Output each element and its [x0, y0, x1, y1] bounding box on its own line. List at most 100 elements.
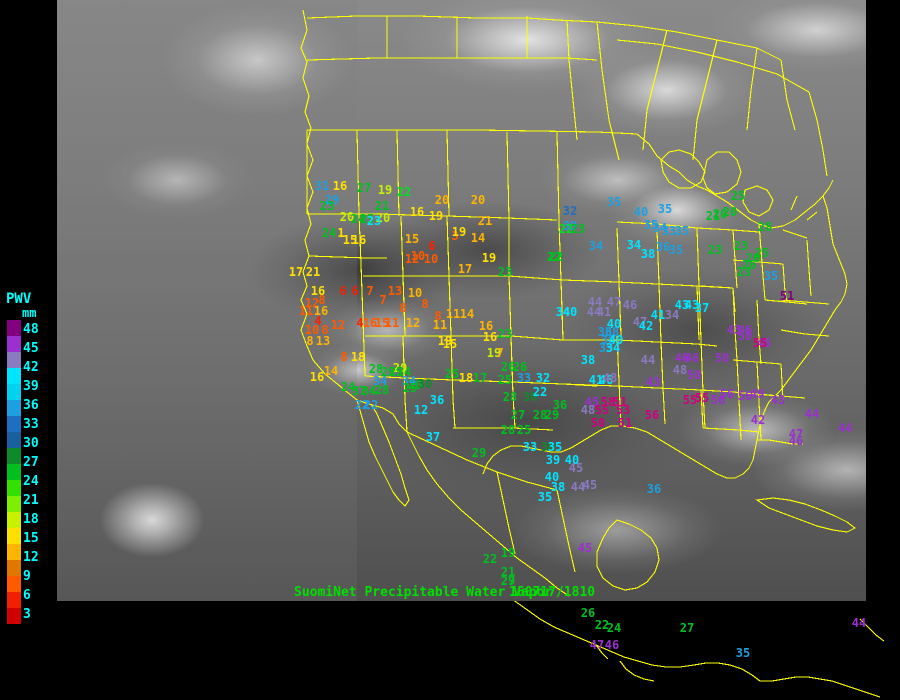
pwv-station-value: 16: [332, 179, 348, 193]
pwv-station-value: 43: [645, 375, 661, 389]
pwv-station-value: 15: [342, 233, 358, 247]
pwv-station-value: 18: [350, 350, 366, 364]
pwv-station-value: 29: [471, 446, 487, 460]
pwv-station-value: 21: [500, 565, 516, 579]
pwv-station-value: 20: [722, 205, 738, 219]
colorbar-tick-label: 36: [23, 398, 39, 413]
pwv-station-value: 33: [661, 224, 677, 238]
pwv-station-value: 20: [434, 193, 450, 207]
pwv-station-value: 22: [548, 250, 564, 264]
pwv-station-value: 56: [737, 389, 753, 403]
pwv-station-value: 48: [602, 371, 618, 385]
pwv-station-value: 12: [304, 296, 320, 310]
pwv-station-value: 8: [399, 301, 407, 315]
pwv-station-value: 28: [368, 362, 384, 376]
pwv-station-value: 27: [356, 181, 372, 195]
pwv-station-value: 44: [587, 295, 603, 309]
pwv-station-value: 30: [540, 440, 556, 454]
pwv-colorbar-legend: PWV mm 48 45 42 39 36 33 30 27 24 21 18 15 12 9 6 3: [0, 292, 57, 632]
colorbar-tick-label: 48: [23, 322, 39, 337]
pwv-station-value: 35: [537, 490, 553, 504]
pwv-station-value: 15: [404, 232, 420, 246]
pwv-station-value: 32: [535, 371, 551, 385]
pwv-station-value: 21: [705, 209, 721, 223]
pwv-station-value: 41: [596, 305, 612, 319]
pwv-station-value: 17: [472, 371, 488, 385]
pwv-station-value: 7: [379, 293, 387, 307]
pwv-station-value: 27: [510, 408, 526, 422]
pwv-station-value: 32: [562, 204, 578, 218]
pwv-station-value: 38: [640, 247, 656, 261]
pwv-station-value: 17: [457, 262, 473, 276]
pwv-station-value: 36: [655, 240, 671, 254]
pwv-station-value: 43: [770, 393, 786, 407]
pwv-station-value: 14: [323, 364, 339, 378]
pwv-station-value: 50: [590, 416, 606, 430]
pwv-station-value: 10: [407, 286, 423, 300]
pwv-station-value: 35: [735, 646, 751, 660]
pwv-station-value: 23: [497, 327, 513, 341]
colorbar-swatch: [7, 336, 21, 352]
pwv-station-value: 19: [500, 546, 516, 560]
pwv-station-value: 51: [617, 416, 633, 430]
pwv-station-value: 47: [788, 427, 804, 441]
pwv-station-value: 41: [650, 308, 666, 322]
pwv-station-value: 40: [633, 205, 649, 219]
pwv-station-value: 24: [606, 621, 622, 635]
pwv-station-value: 40: [608, 333, 624, 347]
pwv-station-value: 13: [387, 284, 403, 298]
colorbar-tick-label: 42: [23, 360, 39, 375]
pwv-station-value: 22: [354, 398, 370, 412]
pwv-station-value: 33: [522, 440, 538, 454]
colorbar-tick-label: 9: [23, 569, 31, 584]
colorbar-tick-label: 39: [23, 379, 39, 394]
product-title: SuomiNet Precipitable Water Vapor: [294, 585, 553, 600]
colorbar-swatch: [7, 320, 21, 336]
pwv-station-value: 8: [306, 334, 314, 348]
pwv-station-value: 22: [594, 618, 610, 632]
pwv-station-value: 12: [404, 252, 420, 266]
pwv-station-value: 10: [410, 249, 426, 263]
pwv-station-value: 46: [674, 351, 690, 365]
pwv-station-value: 29: [500, 574, 516, 588]
colorbar-swatch: [7, 544, 21, 560]
pwv-station-value: 50: [714, 351, 730, 365]
pwv-station-value: 11: [445, 307, 461, 321]
pwv-station-value: 34: [652, 221, 668, 235]
pwv-station-value: 28: [374, 383, 390, 397]
colorbar-tick-label: 18: [23, 512, 39, 527]
colorbar-tick-labels: 48 45 42 39 36 33 30 27 24 21 18 15 12 9 6 3: [23, 320, 57, 624]
pwv-station-value: 46: [604, 638, 620, 652]
pwv-station-value: 40: [564, 453, 580, 467]
satellite-image-panel: 31 16 27 19 22 20 20 29 23 21 20 16 19 21 20 24 25 23 24 1 1…: [57, 0, 866, 601]
pwv-station-value: 44: [804, 407, 820, 421]
pwv-station-value: 46: [788, 434, 804, 448]
pwv-station-value: 4: [314, 314, 322, 328]
pwv-station-value: 55: [682, 393, 698, 407]
pwv-station-value: 36: [597, 325, 613, 339]
pwv-station-value: 12: [330, 318, 346, 332]
pwv-station-value: 29: [544, 408, 560, 422]
pwv-station-value: 8: [421, 297, 429, 311]
pwv-station-value: 22: [396, 185, 412, 199]
pwv-station-value: 34: [588, 239, 604, 253]
pwv-station-value: 53: [615, 403, 631, 417]
pwv-station-value: 16: [313, 304, 329, 318]
colorbar-tick-label: 27: [23, 455, 39, 470]
pwv-station-value: 28: [502, 390, 518, 404]
colorbar-swatch: [7, 416, 21, 432]
colorbar-swatch: [7, 448, 21, 464]
pwv-station-value: 19: [377, 183, 393, 197]
pwv-station-value: 35: [547, 440, 563, 454]
colorbar-swatch: [7, 608, 21, 624]
pwv-station-value: 26: [745, 251, 761, 265]
colorbar-tick-label: 33: [23, 417, 39, 432]
pwv-station-value: 8: [340, 350, 348, 364]
pwv-station-value: 23: [570, 222, 586, 236]
pwv-station-value: 19: [428, 209, 444, 223]
pwv-station-value: 46: [598, 373, 614, 387]
colorbar-tick-label: 30: [23, 436, 39, 451]
pwv-station-value: 56: [710, 393, 726, 407]
pwv-station-value: 46: [684, 351, 700, 365]
pwv-station-value: 4: [356, 316, 364, 330]
